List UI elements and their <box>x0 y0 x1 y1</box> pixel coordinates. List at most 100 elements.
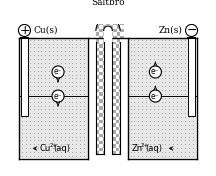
Bar <box>117 18 120 22</box>
Bar <box>99 110 103 113</box>
Bar <box>113 36 117 39</box>
Bar <box>116 103 119 106</box>
Bar <box>103 18 106 22</box>
Bar <box>99 18 103 22</box>
Text: e⁻: e⁻ <box>151 92 160 100</box>
Bar <box>96 106 99 110</box>
Bar <box>112 110 116 113</box>
Bar <box>119 75 120 79</box>
Bar <box>99 65 103 68</box>
Bar <box>113 22 117 25</box>
Bar <box>103 103 104 106</box>
Bar <box>116 106 119 110</box>
Bar <box>99 36 103 39</box>
Bar <box>99 144 103 147</box>
Bar <box>99 147 103 151</box>
Bar <box>103 75 104 79</box>
Bar <box>110 25 113 29</box>
Bar <box>103 96 104 99</box>
Bar <box>103 92 104 96</box>
Bar <box>99 106 103 110</box>
Bar <box>117 25 120 29</box>
Bar <box>116 137 119 141</box>
Bar <box>96 151 99 155</box>
Bar <box>96 44 99 48</box>
Bar <box>96 61 99 65</box>
Bar <box>120 32 124 36</box>
Bar <box>99 32 103 36</box>
Bar <box>119 134 120 137</box>
Bar <box>99 68 103 72</box>
Bar <box>112 147 116 151</box>
Bar <box>112 103 116 106</box>
Bar <box>116 58 119 61</box>
Bar <box>103 68 104 72</box>
Bar <box>99 117 103 120</box>
Bar <box>116 55 119 58</box>
Bar <box>112 120 116 123</box>
Bar <box>116 134 119 137</box>
Bar <box>103 141 104 144</box>
Bar <box>119 89 120 92</box>
Bar <box>119 99 120 103</box>
Bar <box>119 147 120 151</box>
Bar <box>116 117 119 120</box>
Bar <box>20 39 87 158</box>
Bar <box>99 134 103 137</box>
Bar <box>103 51 104 55</box>
Bar <box>112 68 116 72</box>
Bar <box>112 89 116 92</box>
Bar <box>117 29 120 32</box>
Bar <box>96 32 99 36</box>
Bar <box>103 36 106 39</box>
Bar <box>96 147 99 151</box>
Bar <box>188 38 195 116</box>
Bar <box>96 110 99 113</box>
Bar <box>99 141 103 144</box>
Bar <box>120 29 124 32</box>
Bar <box>116 72 119 75</box>
Bar <box>112 48 116 51</box>
Text: 2+: 2+ <box>49 143 58 148</box>
Bar <box>96 18 99 22</box>
Bar <box>103 82 104 86</box>
Bar <box>106 39 110 42</box>
Bar <box>116 123 119 127</box>
Bar <box>119 120 120 123</box>
Bar <box>99 123 103 127</box>
Bar <box>99 75 103 79</box>
Bar <box>96 103 99 106</box>
Bar <box>119 61 120 65</box>
Text: Zn: Zn <box>131 144 142 153</box>
Circle shape <box>18 24 30 36</box>
Bar <box>99 127 103 130</box>
Bar <box>113 32 117 36</box>
Bar <box>113 15 117 18</box>
Bar <box>112 55 116 58</box>
Bar <box>112 51 116 55</box>
Bar <box>96 75 99 79</box>
Bar <box>96 29 99 32</box>
Bar <box>119 68 120 72</box>
Bar <box>112 137 116 141</box>
Text: (aq): (aq) <box>145 144 162 153</box>
Bar <box>99 92 103 96</box>
Bar <box>96 86 99 89</box>
Bar <box>119 58 120 61</box>
Bar <box>99 41 103 44</box>
Text: (aq): (aq) <box>54 144 71 153</box>
Bar <box>119 110 120 113</box>
Bar <box>117 32 120 36</box>
Bar <box>112 141 116 144</box>
Bar <box>103 25 106 29</box>
Bar <box>119 51 120 55</box>
Bar <box>104 42 112 155</box>
Bar <box>103 123 104 127</box>
Bar <box>112 79 116 82</box>
Bar <box>106 15 110 18</box>
Bar <box>103 120 104 123</box>
Bar <box>103 144 104 147</box>
Bar <box>96 123 99 127</box>
Bar <box>110 22 113 25</box>
Bar <box>99 89 103 92</box>
